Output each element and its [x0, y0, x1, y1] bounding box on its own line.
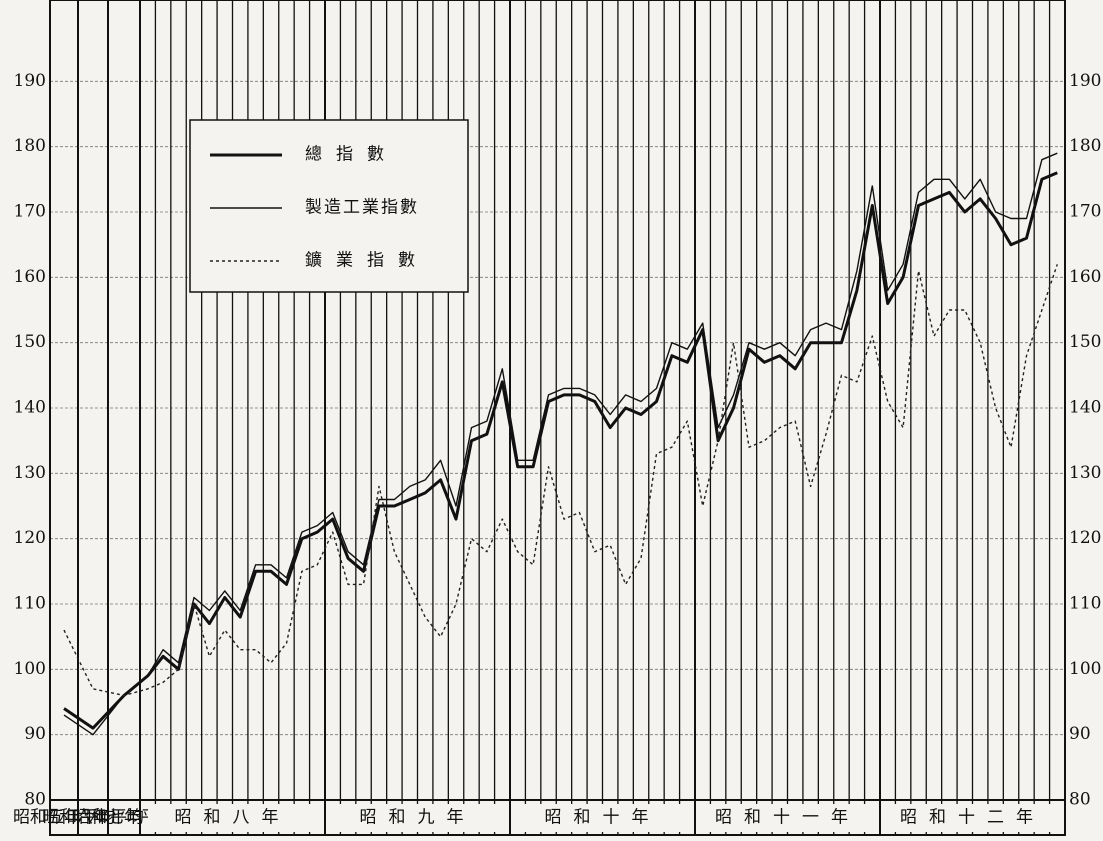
y-tick-label-right: 110 [1069, 594, 1101, 614]
y-tick-label: 130 [14, 463, 46, 483]
year-label: 昭和九年 [360, 808, 476, 828]
y-tick-label: 150 [14, 332, 46, 352]
legend-box [189, 119, 469, 293]
y-tick-label-right: 170 [1069, 202, 1101, 222]
y-tick-label-right: 80 [1069, 790, 1091, 810]
series-line [63, 264, 1058, 697]
y-tick-label-right: 90 [1069, 724, 1091, 744]
year-label-box [148, 804, 317, 832]
plot-frame [49, 0, 1066, 836]
legend-label: 製造工業指數 [305, 198, 419, 218]
y-tick-label: 100 [14, 659, 46, 679]
legend-label: 總指數 [305, 145, 398, 165]
x-tick-label: 昭和六年平均 [42, 808, 144, 828]
x-tick-label: 昭和五年平均 [13, 808, 115, 828]
y-tick-label: 160 [14, 267, 46, 287]
y-tick-label: 90 [24, 724, 46, 744]
y-tick-label: 190 [14, 71, 46, 91]
legend-label: 鑛業指數 [305, 251, 429, 271]
y-tick-label: 80 [24, 790, 46, 810]
year-label: 昭和十年 [545, 808, 661, 828]
y-tick-label: 170 [14, 202, 46, 222]
year-label-box [518, 804, 687, 832]
y-tick-label: 140 [14, 398, 46, 418]
y-tick-label-right: 190 [1069, 71, 1101, 91]
year-label-box [333, 804, 502, 832]
y-tick-label-right: 180 [1069, 136, 1101, 156]
y-tick-label-right: 130 [1069, 463, 1101, 483]
y-tick-label-right: 140 [1069, 398, 1101, 418]
y-tick-label-right: 160 [1069, 267, 1101, 287]
y-tick-label: 120 [14, 528, 46, 548]
y-tick-label: 110 [14, 594, 46, 614]
year-label: 昭和十一年 [715, 808, 860, 828]
y-tick-label-right: 120 [1069, 528, 1101, 548]
series-line [63, 171, 1058, 730]
series-line [63, 152, 1058, 736]
year-label: 昭和八年 [175, 808, 291, 828]
year-label-box [888, 804, 1057, 832]
y-tick-label-right: 100 [1069, 659, 1101, 679]
year-label: 昭和十二年 [900, 808, 1045, 828]
y-tick-label: 180 [14, 136, 46, 156]
y-tick-label-right: 150 [1069, 332, 1101, 352]
year-label-box [703, 804, 872, 832]
